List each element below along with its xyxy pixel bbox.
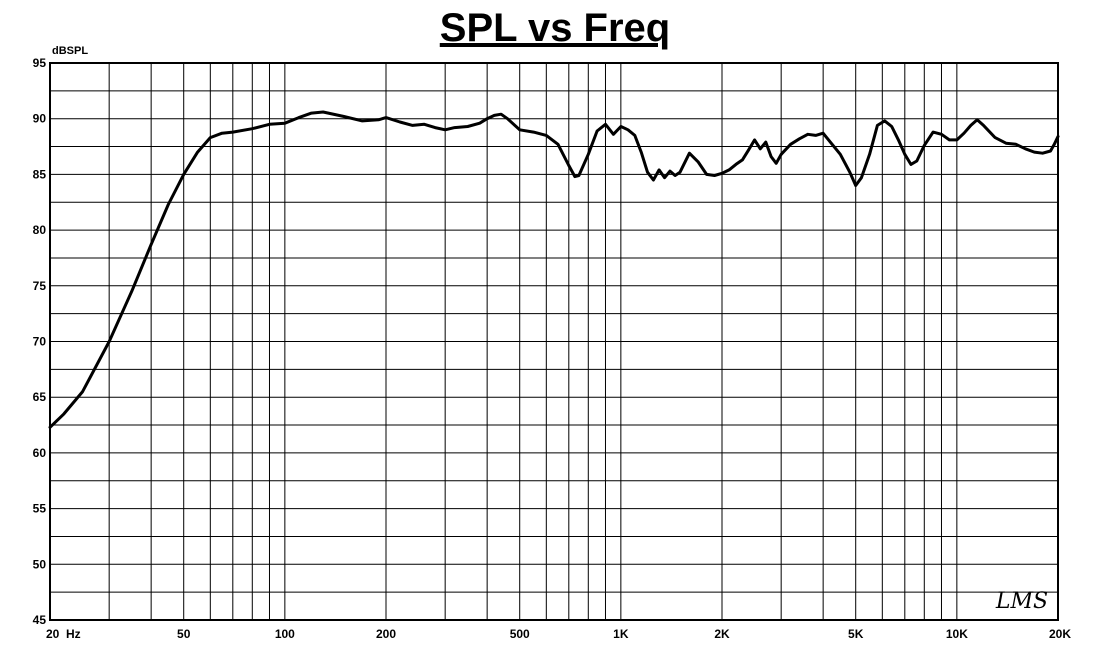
x-tick-label: 10K (946, 627, 968, 641)
y-tick-label: 65 (33, 390, 47, 404)
y-tick-label: 85 (33, 167, 47, 181)
x-tick-label: 1K (613, 627, 629, 641)
x-tick-labels: 20 Hz 50 100 200 500 1K 2K 5K 10K 20K (46, 627, 1071, 641)
spl-series-line (48, 110, 1060, 429)
y-tick-label: 80 (33, 223, 47, 237)
chart-title: SPL vs Freq (440, 6, 670, 50)
y-tick-label: 95 (33, 56, 47, 70)
y-tick-label: 60 (33, 446, 47, 460)
lms-watermark: LMS (995, 589, 1048, 614)
x-tick-label: 20 Hz (46, 627, 81, 641)
grid (50, 62, 1058, 621)
y-axis-label: dBSPL (52, 45, 88, 57)
y-tick-label: 70 (33, 335, 47, 349)
x-tick-label: 20K (1049, 627, 1071, 641)
x-tick-label: 200 (376, 627, 396, 641)
y-tick-label: 75 (33, 279, 47, 293)
y-tick-label: 45 (33, 613, 47, 627)
series (48, 110, 1060, 429)
y-tick-label: 50 (33, 557, 47, 571)
x-tick-label: 5K (848, 627, 864, 641)
x-tick-label: 500 (510, 627, 530, 641)
plot-frame (49, 62, 1059, 621)
x-tick-label: 100 (275, 627, 295, 641)
y-tick-label: 90 (33, 112, 47, 126)
x-tick-label: 2K (714, 627, 730, 641)
x-tick-label: 50 (177, 627, 191, 641)
y-tick-label: 55 (33, 502, 47, 516)
y-tick-labels: 95 90 85 80 75 70 65 60 55 50 45 (33, 56, 47, 627)
